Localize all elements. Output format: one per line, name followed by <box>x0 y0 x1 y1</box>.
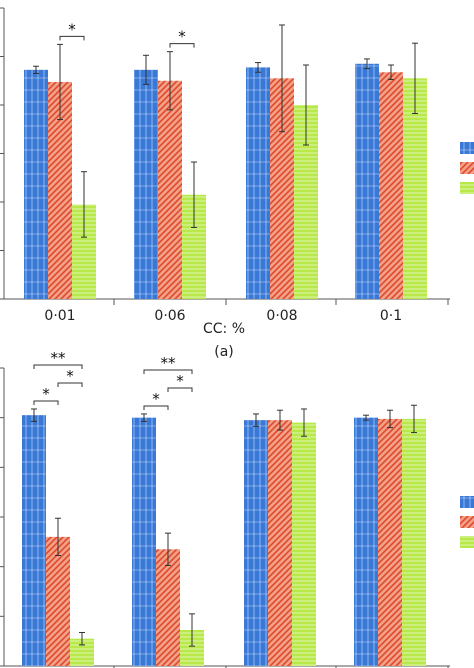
bar-a-s2-c4 <box>379 72 403 299</box>
panel-label-a: (a) <box>214 344 234 360</box>
bar-b-s3-c4 <box>402 418 426 666</box>
legend-swatch-a-s3 <box>460 182 474 194</box>
bar-a-s1-c1 <box>24 69 48 300</box>
x-tick-label-a: 0·1 <box>380 308 402 324</box>
legend-swatch-b-s3 <box>460 536 474 548</box>
x-tick-label-a: 0·06 <box>154 308 185 324</box>
bar-b-s1-c4 <box>354 417 378 666</box>
legend-swatch-b-s2 <box>460 516 474 528</box>
bar-a-s2-c2 <box>158 80 182 299</box>
significance-bracket-b <box>33 364 83 369</box>
significance-bracket-b <box>57 382 83 387</box>
significance-star-b: * <box>66 367 74 385</box>
bar-a-s1-c4 <box>355 63 379 300</box>
legend-swatch-b-s1 <box>460 496 474 508</box>
bar-b-s1-c2 <box>132 417 156 666</box>
bar-b-s3-c3 <box>292 422 316 666</box>
significance-star-a: * <box>178 28 186 46</box>
significance-star-b: ** <box>51 349 67 367</box>
significance-star-b: * <box>152 390 160 408</box>
x-tick-label-a: 0·08 <box>266 308 297 324</box>
significance-bracket-b <box>143 405 169 410</box>
significance-star-b: * <box>176 372 184 390</box>
bar-b-s2-c2 <box>156 549 180 666</box>
x-axis-title-a: CC: % <box>203 321 245 337</box>
significance-bracket-a <box>169 43 195 48</box>
legend-swatch-a-s2 <box>460 162 474 174</box>
significance-bracket-b <box>143 369 193 374</box>
bar-a-s1-c2 <box>134 69 158 300</box>
bar-b-s2-c3 <box>268 420 292 666</box>
legend-swatch-a-s1 <box>460 142 474 154</box>
x-tick-label-a: 0·01 <box>44 308 75 324</box>
panel-a: 0·01 0·06 0·08 0·1 * * <box>0 7 474 324</box>
significance-star-b: ** <box>161 354 177 372</box>
bar-b-s1-c3 <box>244 420 268 666</box>
panel-b: ******** <box>0 349 474 668</box>
bar-b-s2-c4 <box>378 418 402 666</box>
significance-bracket-b <box>33 400 59 405</box>
significance-bracket-b <box>167 387 193 392</box>
significance-bracket-a <box>59 35 85 41</box>
bar-a-s1-c3 <box>246 67 270 299</box>
significance-star-b: * <box>42 385 50 403</box>
bar-b-s2-c1 <box>46 536 70 666</box>
bar-b-s1-c1 <box>22 415 46 666</box>
bar-a-s3-c4 <box>403 78 427 299</box>
significance-star-a: * <box>68 20 76 38</box>
